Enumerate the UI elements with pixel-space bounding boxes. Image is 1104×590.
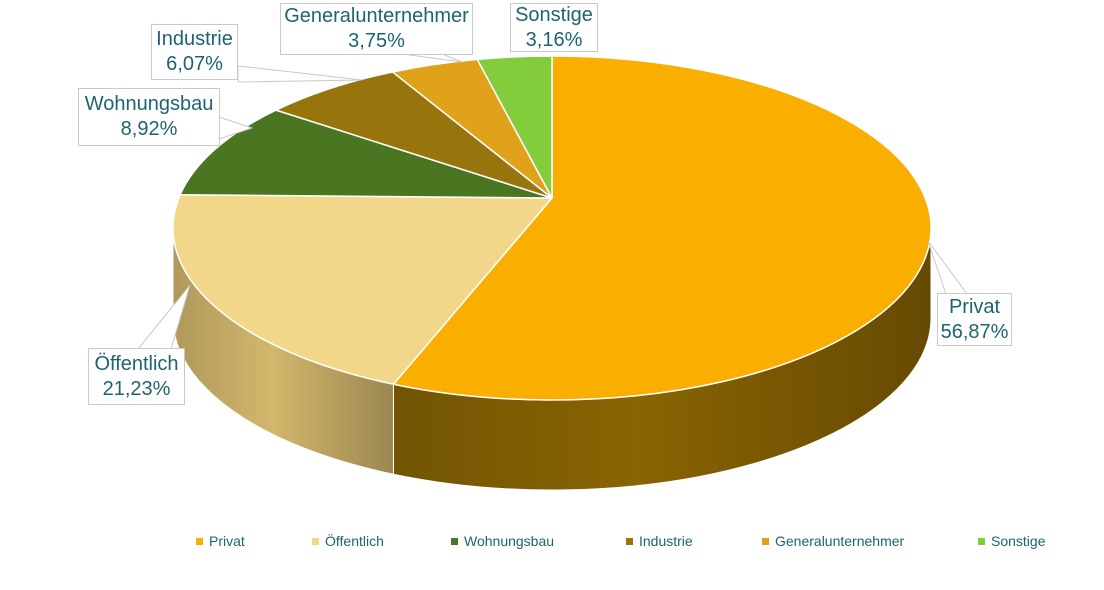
pie-slice-sonstige[interactable] bbox=[476, 55, 553, 199]
legend-item-sonstige[interactable]: Sonstige bbox=[978, 533, 1045, 549]
callout-pointer-generalunternehmer bbox=[401, 53, 463, 63]
callout-privat-name: Privat bbox=[948, 295, 1001, 318]
pie-slice-wohnungsbau[interactable] bbox=[179, 109, 553, 199]
callout-privat-value: 56,87% bbox=[940, 320, 1009, 343]
callout-privat[interactable]: Privat 56,87% bbox=[937, 293, 1012, 346]
callout-wohnungsbau-value: 8,92% bbox=[120, 118, 178, 140]
legend-item-industrie[interactable]: Industrie bbox=[626, 533, 693, 549]
legend-label-wohnungsbau: Wohnungsbau bbox=[464, 533, 555, 549]
legend-item-generalunternehmer[interactable]: Generalunternehmer bbox=[762, 533, 904, 549]
callout-industrie[interactable]: Industrie 6,07% bbox=[151, 24, 238, 80]
callout-wohnungsbau-name: Wohnungsbau bbox=[84, 93, 214, 115]
legend-item-oeffentlich[interactable]: Öffentlich bbox=[312, 533, 384, 549]
legend-label-oeffentlich: Öffentlich bbox=[325, 533, 384, 549]
legend-item-wohnungsbau[interactable]: Wohnungsbau bbox=[451, 533, 554, 549]
callout-generalunternehmer[interactable]: Generalunternehmer 3,75% bbox=[280, 3, 473, 55]
callout-pointer-industrie bbox=[237, 65, 363, 83]
callout-generalunternehmer-name: Generalunternehmer bbox=[284, 5, 469, 27]
legend-marker-oeffentlich bbox=[312, 537, 319, 545]
callout-oeffentlich-value: 21,23% bbox=[102, 377, 171, 400]
legend-item-privat[interactable]: Privat bbox=[196, 533, 245, 549]
legend-marker-privat bbox=[196, 537, 203, 545]
legend-marker-industrie bbox=[626, 537, 633, 545]
pie-slice-oeffentlich[interactable] bbox=[172, 193, 553, 385]
callout-industrie-value: 6,07% bbox=[166, 53, 223, 75]
legend-label-generalunternehmer: Generalunternehmer bbox=[775, 533, 905, 549]
legend-marker-generalunternehmer bbox=[762, 537, 769, 545]
legend-label-privat: Privat bbox=[209, 533, 245, 549]
callout-generalunternehmer-value: 3,75% bbox=[348, 30, 405, 52]
legend-label-sonstige: Sonstige bbox=[991, 533, 1046, 549]
callout-industrie-name: Industrie bbox=[156, 28, 233, 50]
callout-pointer-privat bbox=[927, 240, 968, 295]
legend-marker-wohnungsbau bbox=[451, 537, 458, 545]
callout-oeffentlich-name: Öffentlich bbox=[94, 352, 179, 375]
legend-label-industrie: Industrie bbox=[639, 533, 693, 549]
callout-oeffentlich[interactable]: Öffentlich 21,23% bbox=[88, 348, 185, 405]
callout-sonstige-name: Sonstige bbox=[515, 3, 593, 26]
callout-sonstige-value: 3,16% bbox=[525, 28, 583, 51]
callout-sonstige[interactable]: Sonstige 3,16% bbox=[510, 3, 598, 52]
pie-slice-privat[interactable] bbox=[392, 55, 932, 401]
legend-marker-sonstige bbox=[978, 537, 985, 545]
pie-slice-industrie[interactable] bbox=[275, 71, 553, 199]
callout-wohnungsbau[interactable]: Wohnungsbau 8,92% bbox=[78, 88, 220, 146]
